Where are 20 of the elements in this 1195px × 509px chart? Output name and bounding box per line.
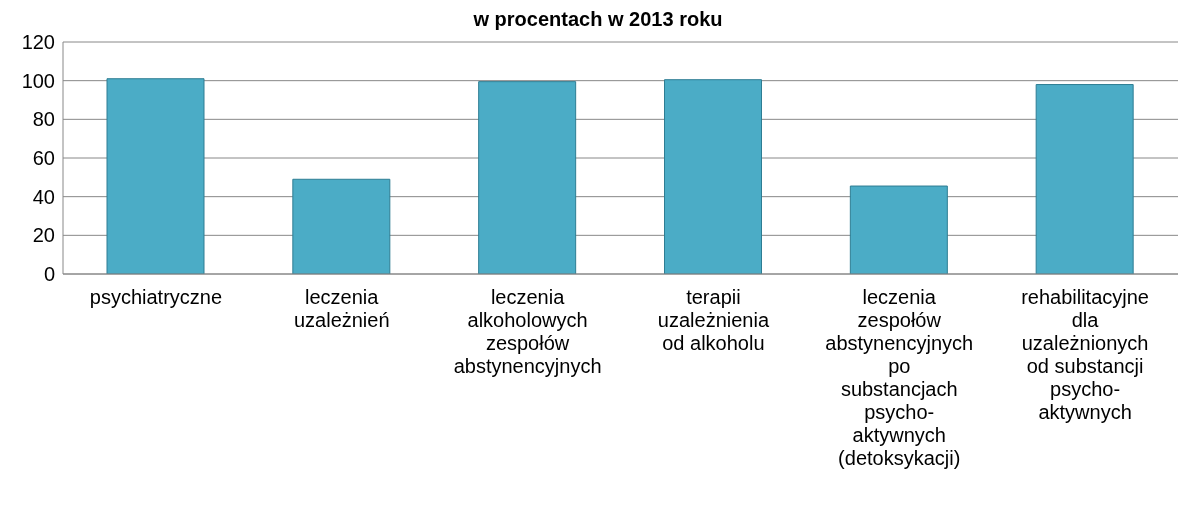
y-tick-label: 40 [32, 185, 55, 208]
bar [106, 78, 205, 274]
y-tick-label: 80 [32, 108, 55, 131]
y-tick-label: 20 [32, 224, 55, 247]
y-tick-label: 100 [21, 69, 55, 92]
x-tick-label: rehabilitacyjne dla uzależnionych od substancji psycho-aktywnych [1021, 286, 1150, 423]
bar [1035, 84, 1134, 274]
bar [292, 178, 391, 274]
x-tick-label: leczenia uzależnień [293, 286, 390, 331]
chart-title: w procentach w 2013 roku [473, 8, 723, 30]
bar [478, 81, 577, 274]
x-tick-label: psychiatryczne [89, 286, 223, 308]
bar [664, 79, 762, 274]
y-tick-label: 0 [43, 263, 55, 286]
bar [849, 185, 948, 274]
x-tick-label: leczenia zespołów abstynencyjnych po substancjach psycho-aktywnych (detoksykacji) [825, 286, 974, 469]
y-tick-label: 120 [21, 31, 55, 54]
x-tick-label: terapii uzależnienia od alkoholu [657, 286, 770, 354]
y-tick-label: 60 [32, 147, 55, 170]
x-tick-label: leczenia alkoholowych zespołów abstynencyjnych [453, 286, 602, 377]
